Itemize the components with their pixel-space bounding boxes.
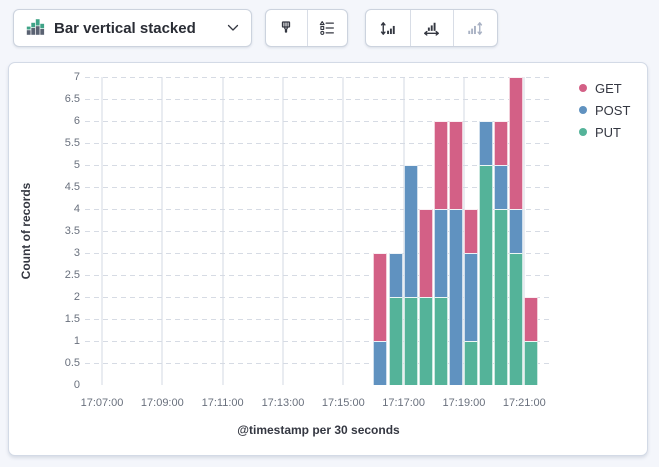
bar-segment-put[interactable] xyxy=(524,341,539,385)
bar-segment-get[interactable] xyxy=(524,297,539,341)
horizontal-gridline xyxy=(85,165,552,166)
bottom-axis-icon xyxy=(424,22,440,36)
bar-segment-put[interactable] xyxy=(509,253,524,385)
bar-segment-post[interactable] xyxy=(448,209,463,385)
legend-label: GET xyxy=(595,80,622,96)
chart-type-label: Bar vertical stacked xyxy=(54,19,196,37)
horizontal-gridline xyxy=(85,121,552,122)
chart-type-dropdown[interactable]: Bar vertical stacked xyxy=(13,9,252,47)
bar-segment-get[interactable] xyxy=(509,77,524,209)
y-axis-tick-label: 4.5 xyxy=(64,180,80,193)
visual-style-button[interactable] xyxy=(266,10,307,46)
y-axis-tick-label: 1 xyxy=(73,334,80,347)
x-axis-tick-label: 17:17:00 xyxy=(382,397,426,409)
x-axis-tick-label: 17:09:00 xyxy=(140,397,184,409)
chart-panel: Count of records @timestamp per 30 secon… xyxy=(8,62,648,456)
bar-segment-post[interactable] xyxy=(479,121,494,165)
y-axis-tick-label: 0.5 xyxy=(64,356,80,369)
stacked-bar-chart-icon xyxy=(26,19,45,35)
bar-segment-get[interactable] xyxy=(433,121,448,209)
y-axis-tick-label: 0 xyxy=(73,378,80,391)
x-axis-title: @timestamp per 30 seconds xyxy=(237,423,400,437)
bottom-axis-button[interactable] xyxy=(409,10,454,46)
bar-chart: Count of records @timestamp per 30 secon… xyxy=(9,63,647,455)
horizontal-gridline xyxy=(85,143,552,144)
legend-label: POST xyxy=(595,102,631,118)
y-axis-tick-label: 5 xyxy=(73,158,80,171)
y-axis-tick-label: 7 xyxy=(73,70,80,83)
bar-segment-put[interactable] xyxy=(403,297,418,385)
horizontal-gridline xyxy=(85,209,552,210)
y-axis-tick-label: 4 xyxy=(73,202,80,215)
bar-segment-get[interactable] xyxy=(373,253,388,341)
chevron-down-icon xyxy=(227,24,239,32)
style-button-group xyxy=(265,9,348,47)
horizontal-gridline xyxy=(85,341,552,342)
bar-segment-post[interactable] xyxy=(433,209,448,297)
horizontal-gridline xyxy=(85,99,552,100)
bar-segment-post[interactable] xyxy=(494,165,509,209)
bar-segment-post[interactable] xyxy=(388,253,403,297)
bar-segment-get[interactable] xyxy=(463,209,478,253)
y-axis-tick-label: 2.5 xyxy=(64,268,80,281)
y-axis-tick-label: 6.5 xyxy=(64,92,80,105)
horizontal-gridline xyxy=(85,363,552,364)
visual-options-icon xyxy=(320,21,335,35)
bar-segment-get[interactable] xyxy=(418,209,433,297)
x-axis-tick-label: 17:13:00 xyxy=(261,397,305,409)
bar-segment-put[interactable] xyxy=(418,297,433,385)
legend-label: PUT xyxy=(595,124,621,140)
x-axis-tick-label: 17:15:00 xyxy=(321,397,365,409)
y-axis-tick-label: 2 xyxy=(73,290,80,303)
bar-segment-post[interactable] xyxy=(509,209,524,253)
horizontal-gridline xyxy=(85,253,552,254)
y-axis-tick-label: 3.5 xyxy=(64,224,80,237)
legend-dot xyxy=(579,106,587,114)
chart-toolbar: Bar vertical stacked xyxy=(0,0,659,62)
x-axis-tick-label: 17:07:00 xyxy=(80,397,124,409)
bar-segment-post[interactable] xyxy=(403,165,418,297)
legend-item-put[interactable]: PUT xyxy=(579,124,630,140)
right-axis-icon xyxy=(468,21,483,35)
legend-item-post[interactable]: POST xyxy=(579,102,631,118)
bar-segment-post[interactable] xyxy=(373,341,388,385)
legend-dot xyxy=(579,84,587,92)
horizontal-gridline xyxy=(85,231,552,232)
brush-icon xyxy=(282,21,291,33)
x-axis-tick-label: 17:11:00 xyxy=(201,397,244,409)
bar-segment-get[interactable] xyxy=(494,121,509,165)
chart-legend: GET POST PUT xyxy=(579,80,631,140)
y-axis-tick-label: 3 xyxy=(73,246,80,259)
legend-item-get[interactable]: GET xyxy=(579,80,630,96)
horizontal-gridline xyxy=(85,275,552,276)
axes-button-group xyxy=(365,9,498,47)
y-axis-tick-label: 1.5 xyxy=(64,312,80,325)
y-axis-tick-label: 6 xyxy=(73,114,80,127)
horizontal-gridline xyxy=(85,297,552,298)
left-axis-button[interactable] xyxy=(366,10,410,46)
horizontal-gridline xyxy=(85,319,552,320)
horizontal-gridline xyxy=(85,77,552,78)
y-axis-tick-label: 5.5 xyxy=(64,136,80,149)
x-axis-tick-label: 17:19:00 xyxy=(442,397,486,409)
bar-segment-put[interactable] xyxy=(388,297,403,385)
legend-dot xyxy=(579,128,587,136)
bar-segment-post[interactable] xyxy=(463,253,478,341)
horizontal-gridline xyxy=(85,187,552,188)
bar-segment-put[interactable] xyxy=(433,297,448,385)
bar-segment-put[interactable] xyxy=(479,165,494,385)
bar-segment-put[interactable] xyxy=(494,209,509,385)
right-axis-button[interactable] xyxy=(453,10,497,46)
y-axis-title: Count of records xyxy=(19,182,33,280)
left-axis-icon xyxy=(381,21,396,35)
visual-options-button[interactable] xyxy=(306,10,348,46)
bar-segment-put[interactable] xyxy=(463,341,478,385)
x-axis-tick-label: 17:21:00 xyxy=(502,397,546,409)
bar-segment-get[interactable] xyxy=(448,121,463,209)
